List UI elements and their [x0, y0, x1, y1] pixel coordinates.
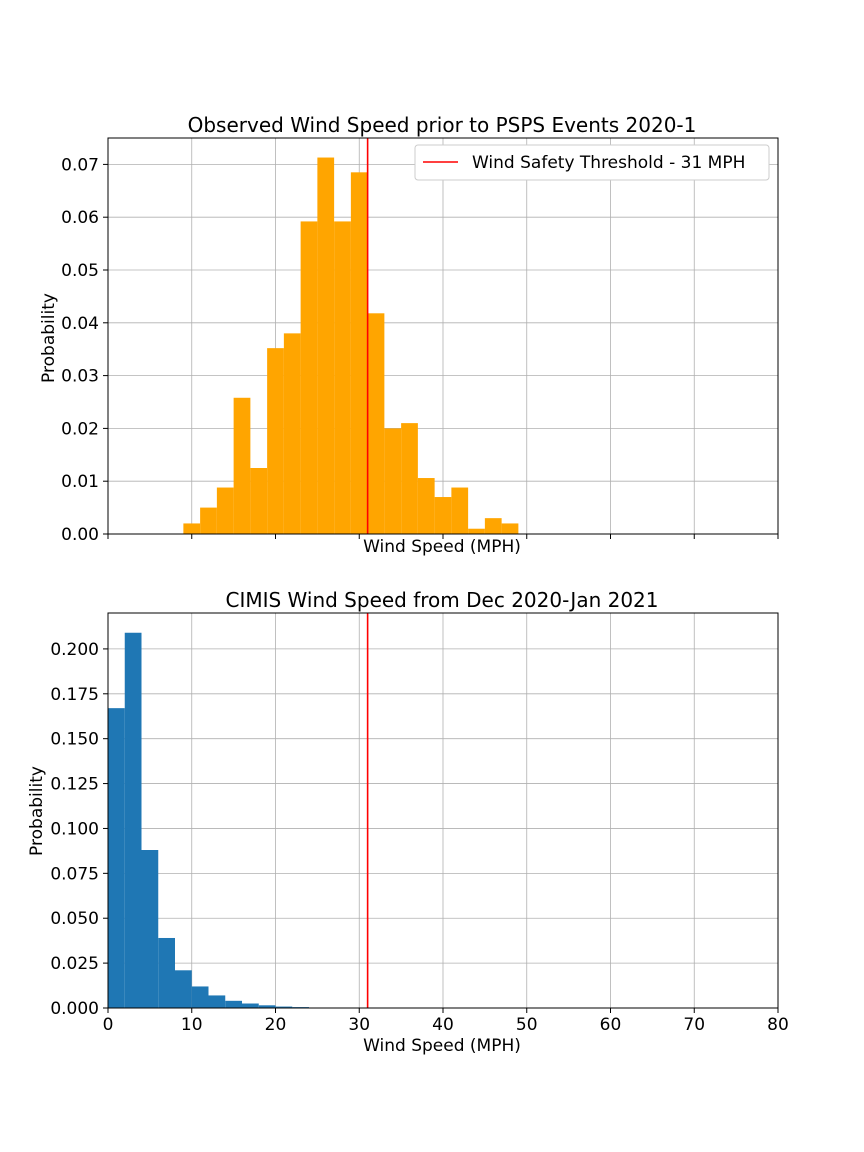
x-axis-ticks: [107, 534, 779, 539]
histogram-bar: [417, 478, 435, 534]
histogram-bar: [334, 221, 351, 534]
histogram-bars: [183, 157, 519, 534]
histogram-bar: [216, 487, 234, 534]
histogram-bar: [501, 523, 519, 534]
histogram-bar: [451, 487, 469, 534]
histogram-bar: [350, 172, 368, 534]
chart-title: CIMIS Wind Speed from Dec 2020-Jan 2021: [225, 588, 658, 612]
histogram-bar: [233, 397, 251, 534]
histogram-bar: [208, 995, 226, 1008]
histogram-bar: [183, 523, 201, 534]
histogram-bar: [267, 348, 284, 534]
y-tick-label: 0.01: [61, 472, 99, 492]
y-tick-label: 0.04: [61, 314, 99, 334]
chart-observed-wind-speed: Observed Wind Speed prior to PSPS Events…: [39, 113, 779, 557]
y-tick-label: 0.050: [50, 909, 99, 929]
y-tick-label: 0.000: [50, 999, 99, 1019]
chart-cimis-wind-speed: CIMIS Wind Speed from Dec 2020-Jan 2021 …: [27, 588, 789, 1056]
y-tick-label: 0.025: [50, 954, 99, 974]
histogram-bar: [242, 1003, 259, 1008]
histogram-bar: [300, 221, 318, 534]
histogram-bar: [191, 986, 209, 1008]
histogram-bar: [317, 157, 335, 534]
x-tick-label: 0: [103, 1015, 114, 1035]
y-tick-label: 0.03: [61, 367, 99, 387]
histogram-bar: [250, 468, 268, 534]
y-tick-label: 0.150: [50, 730, 99, 750]
y-axis-label: Probability: [39, 293, 59, 383]
y-tick-label: 0.05: [61, 261, 99, 281]
histogram-bar: [175, 970, 192, 1008]
histogram-bar: [200, 507, 217, 534]
histogram-bar: [141, 850, 159, 1008]
histogram-bar: [108, 708, 125, 1008]
x-tick-label: 10: [181, 1015, 203, 1035]
x-tick-label: 50: [516, 1015, 538, 1035]
x-axis-label: Wind Speed (MPH): [363, 537, 521, 557]
x-tick-label: 70: [683, 1015, 705, 1035]
legend-box: [414, 144, 770, 181]
x-axis-ticks: 0 10 20 30 40 50 60 70 80: [103, 1008, 789, 1035]
histogram-bar: [434, 497, 452, 534]
y-tick-label: 0.200: [50, 640, 99, 660]
histogram-bar: [275, 1006, 293, 1008]
y-tick-label: 0.00: [61, 525, 99, 545]
histogram-bar: [158, 937, 175, 1008]
histogram-bar: [283, 333, 301, 534]
y-tick-label: 0.175: [50, 685, 99, 705]
histogram-bars: [108, 632, 309, 1008]
histogram-bar: [225, 1000, 242, 1008]
y-tick-label: 0.06: [61, 208, 99, 228]
histogram-bar: [468, 528, 485, 534]
histogram-bar: [367, 313, 385, 534]
y-tick-label: 0.075: [50, 864, 99, 884]
histogram-bar: [401, 423, 418, 534]
chart-title: Observed Wind Speed prior to PSPS Events…: [188, 113, 697, 137]
y-axis-ticks: 0.000 0.025 0.050 0.075 0.100 0.125 0.150 0.175…: [50, 640, 108, 1019]
histogram-bar: [384, 428, 402, 534]
y-tick-label: 0.100: [50, 819, 99, 839]
histogram-bar: [124, 632, 142, 1008]
x-tick-label: 20: [265, 1015, 287, 1035]
y-axis-label: Probability: [27, 766, 47, 856]
legend-label: Wind Safety Threshold - 31 MPH: [472, 153, 745, 173]
histogram-bar: [484, 518, 502, 534]
x-tick-label: 30: [348, 1015, 370, 1035]
x-axis-label: Wind Speed (MPH): [363, 1036, 521, 1056]
y-tick-label: 0.07: [61, 155, 99, 175]
y-axis-ticks: 0.00 0.01 0.02 0.03 0.04 0.05 0.06 0.07: [61, 155, 108, 545]
histogram-bar: [258, 1005, 276, 1008]
grid: [107, 613, 779, 1009]
x-tick-label: 80: [767, 1015, 789, 1035]
legend: Wind Safety Threshold - 31 MPH: [414, 144, 770, 181]
x-tick-label: 60: [600, 1015, 622, 1035]
x-tick-label: 40: [432, 1015, 454, 1035]
y-tick-label: 0.125: [50, 775, 99, 795]
y-tick-label: 0.02: [61, 419, 99, 439]
